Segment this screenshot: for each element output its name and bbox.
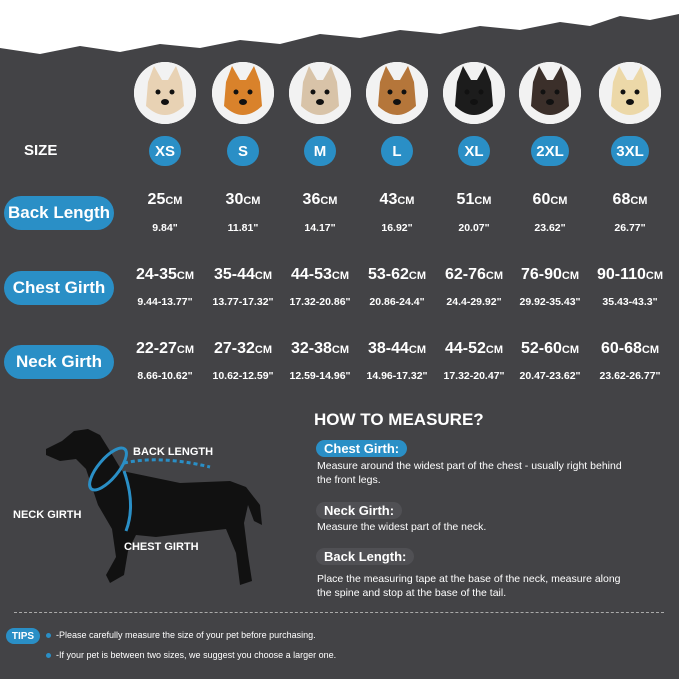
- chest-girth-label: Chest Girth: [4, 271, 114, 305]
- dog-photo: [599, 62, 661, 124]
- neck_girth-inch-cell: 23.62-26.77": [599, 370, 661, 382]
- diagram-chest-girth: CHEST GIRTH: [124, 541, 199, 553]
- tip-1: -Please carefully measure the size of yo…: [56, 630, 316, 640]
- tips-badge: TIPS: [6, 628, 40, 644]
- back_length-inch-cell: 14.17": [304, 222, 336, 234]
- neck_girth-cm-cell: 60-68CM: [600, 340, 660, 357]
- back-length-text: Place the measuring tape at the base of …: [317, 573, 621, 599]
- back_length-inch-cell: 9.84": [152, 222, 178, 234]
- dog-photo: [366, 62, 428, 124]
- back-length-label: Back Length: [4, 196, 114, 230]
- chest-girth-pill: Chest Girth:: [316, 440, 408, 457]
- dog-photo: [134, 62, 196, 124]
- size-label: SIZE: [24, 142, 58, 159]
- neck-girth-text: Measure the widest part of the neck.: [317, 521, 487, 533]
- back_length-cm-cell: 60CM: [532, 191, 568, 208]
- size-badge-xs: XS: [149, 136, 181, 166]
- diagram-neck-girth: NECK GIRTH: [13, 509, 82, 521]
- back_length-inch-cell: 16.92": [381, 222, 413, 234]
- neck_girth-inch-cell: 12.59-14.96": [289, 370, 351, 382]
- size-badge-3xl: 3XL: [611, 136, 649, 166]
- neck-girth-pill: Neck Girth:: [316, 502, 403, 519]
- chest_girth-cm-cell: 53-62CM: [367, 266, 427, 283]
- dog-photo: [289, 62, 351, 124]
- neck_girth-cm-cell: 52-60CM: [520, 340, 580, 357]
- chest_girth-inch-cell: 17.32-20.86": [289, 296, 351, 308]
- how-to-title: HOW TO MEASURE?: [314, 410, 484, 429]
- chest_girth-cm-cell: 24-35CM: [135, 266, 195, 283]
- torn-paper-header: [0, 0, 679, 54]
- chest_girth-inch-cell: 20.86-24.4": [369, 296, 425, 308]
- chest_girth-cm-cell: 90-110CM: [596, 266, 664, 283]
- size-badge-2xl: 2XL: [531, 136, 569, 166]
- chest_girth-inch-cell: 24.4-29.92": [446, 296, 502, 308]
- chest_girth-inch-cell: 35.43-43.3": [602, 296, 658, 308]
- chest_girth-cm-cell: 44-53CM: [290, 266, 350, 283]
- bullet-icon: [46, 633, 51, 638]
- back-length-pill: Back Length:: [316, 548, 415, 565]
- neck_girth-inch-cell: 20.47-23.62": [519, 370, 581, 382]
- size-badge-m: M: [304, 136, 336, 166]
- back_length-inch-cell: 26.77": [614, 222, 646, 234]
- neck_girth-inch-cell: 14.96-17.32": [366, 370, 428, 382]
- diagram-back-length: BACK LENGTH: [133, 446, 214, 458]
- divider: [14, 612, 664, 613]
- neck_girth-cm-cell: 22-27CM: [135, 340, 195, 357]
- size-badge-s: S: [227, 136, 259, 166]
- size-badge-l: L: [381, 136, 413, 166]
- chest_girth-inch-cell: 13.77-17.32": [212, 296, 274, 308]
- bullet-icon: [46, 653, 51, 658]
- back_length-inch-cell: 11.81": [227, 222, 259, 234]
- neck_girth-cm-cell: 44-52CM: [444, 340, 504, 357]
- neck-girth-label: Neck Girth: [4, 345, 114, 379]
- chest_girth-cm-cell: 35-44CM: [213, 266, 273, 283]
- back_length-inch-cell: 20.07": [458, 222, 490, 234]
- back_length-cm-cell: 68CM: [612, 191, 648, 208]
- chest_girth-cm-cell: 62-76CM: [444, 266, 504, 283]
- neck_girth-cm-cell: 38-44CM: [367, 340, 427, 357]
- dog-photo: [519, 62, 581, 124]
- dog-photo: [443, 62, 505, 124]
- dog-photo: [212, 62, 274, 124]
- chest_girth-cm-cell: 76-90CM: [520, 266, 580, 283]
- back_length-cm-cell: 36CM: [302, 191, 338, 208]
- back_length-cm-cell: 51CM: [456, 191, 492, 208]
- size-badge-xl: XL: [458, 136, 490, 166]
- neck_girth-inch-cell: 10.62-12.59": [212, 370, 274, 382]
- neck_girth-cm-cell: 27-32CM: [213, 340, 273, 357]
- back_length-cm-cell: 25CM: [147, 191, 183, 208]
- chest_girth-inch-cell: 9.44-13.77": [137, 296, 193, 308]
- chest_girth-inch-cell: 29.92-35.43": [519, 296, 581, 308]
- neck_girth-cm-cell: 32-38CM: [290, 340, 350, 357]
- neck_girth-inch-cell: 17.32-20.47": [443, 370, 505, 382]
- chest-girth-text: Measure around the widest part of the ch…: [317, 460, 622, 486]
- tip-2: -If your pet is between two sizes, we su…: [56, 650, 337, 660]
- back_length-cm-cell: 30CM: [225, 191, 261, 208]
- dog-silhouette-diagram: [46, 429, 262, 585]
- back_length-inch-cell: 23.62": [534, 222, 566, 234]
- back_length-cm-cell: 43CM: [379, 191, 415, 208]
- neck_girth-inch-cell: 8.66-10.62": [137, 370, 193, 382]
